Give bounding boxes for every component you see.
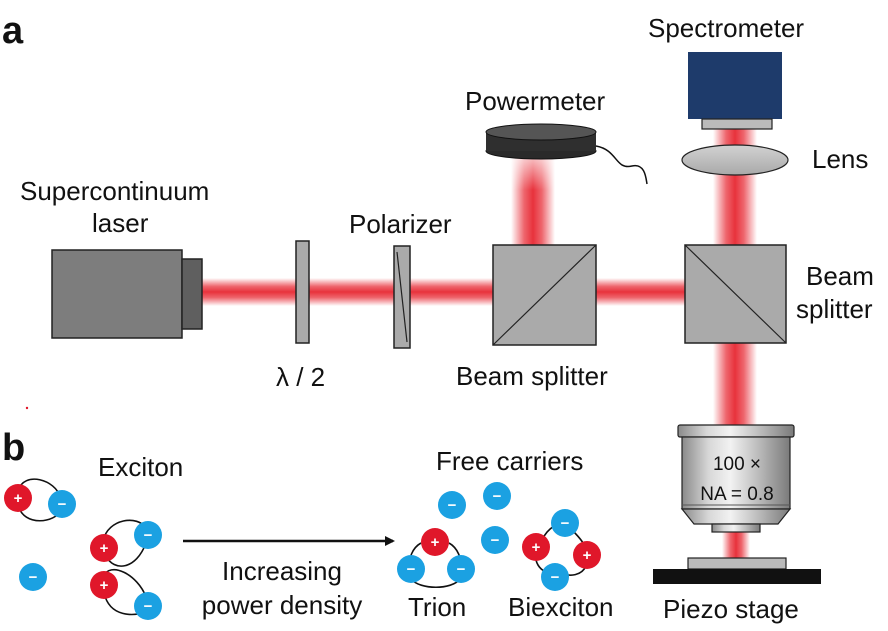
electron-sign: − bbox=[144, 527, 153, 544]
trion-label: Trion bbox=[408, 592, 466, 622]
electron-sign: − bbox=[493, 488, 502, 505]
electron-sign: − bbox=[448, 497, 457, 514]
hole-particle bbox=[522, 533, 550, 561]
lens-label: Lens bbox=[812, 144, 868, 174]
electron-sign: − bbox=[407, 561, 416, 578]
beam-splitter-1-label: Beam splitter bbox=[456, 361, 608, 391]
hole-particle bbox=[4, 484, 32, 512]
beam-splitter-2 bbox=[684, 244, 787, 344]
electron-particle bbox=[134, 521, 162, 549]
electron-particle bbox=[48, 490, 76, 518]
objective bbox=[677, 424, 795, 533]
objective-na: NA = 0.8 bbox=[700, 484, 773, 505]
electron-sign: − bbox=[144, 598, 153, 615]
free-electron-particle bbox=[438, 491, 466, 519]
polarizer-label: Polarizer bbox=[349, 209, 452, 239]
free-electron-particle bbox=[19, 563, 47, 591]
beam-to-objective bbox=[713, 343, 757, 433]
hole-sign: + bbox=[14, 490, 23, 507]
supercontinuum-laser bbox=[51, 249, 203, 339]
beam-splitter-2-label-line1: Beam bbox=[806, 261, 874, 291]
piezo-stage bbox=[653, 557, 821, 584]
charge-carriers: + − + − + − − − − − + − − − + + bbox=[4, 482, 601, 620]
hole-particle bbox=[573, 541, 601, 569]
biexciton-label: Biexciton bbox=[508, 592, 614, 622]
powermeter bbox=[485, 123, 648, 185]
exciton-label: Exciton bbox=[98, 452, 183, 482]
electron-particle bbox=[541, 563, 569, 591]
laser-label-line2: laser bbox=[92, 208, 149, 238]
electron-sign: − bbox=[29, 569, 38, 586]
electron-sign: − bbox=[551, 569, 560, 586]
piezo-stage-label: Piezo stage bbox=[663, 594, 799, 624]
hole-particle bbox=[421, 528, 449, 556]
half-wave-plate bbox=[295, 240, 310, 344]
hole-particle bbox=[90, 534, 118, 562]
beam-splitter-1 bbox=[492, 244, 597, 346]
arrow-label-line2: power density bbox=[202, 590, 362, 620]
free-carriers-label: Free carriers bbox=[436, 446, 583, 476]
electron-particle bbox=[551, 509, 579, 537]
electron-sign: − bbox=[457, 561, 466, 578]
polarizer bbox=[393, 245, 411, 349]
lens bbox=[681, 144, 789, 176]
hole-sign: + bbox=[583, 547, 592, 564]
free-electron-particle bbox=[481, 526, 509, 554]
beam-horizontal bbox=[200, 278, 740, 306]
electron-particle bbox=[447, 555, 475, 583]
spectrometer-label: Spectrometer bbox=[648, 13, 804, 43]
arrow-label-line1: Increasing bbox=[222, 556, 342, 586]
beam-splitter-2-label-line2: splitter bbox=[796, 294, 873, 324]
panel-label-b: b bbox=[2, 427, 25, 469]
hole-particle bbox=[90, 571, 118, 599]
powermeter-label: Powermeter bbox=[465, 86, 605, 116]
free-electron-particle bbox=[483, 482, 511, 510]
laser-beams bbox=[200, 128, 757, 560]
laser-label-line1: Supercontinuum bbox=[20, 176, 209, 206]
electron-particle bbox=[397, 555, 425, 583]
objective-magnification: 100 × bbox=[713, 454, 761, 475]
electron-sign: − bbox=[561, 515, 570, 532]
hole-sign: + bbox=[431, 534, 440, 551]
electron-sign: − bbox=[491, 532, 500, 549]
electron-particle bbox=[134, 592, 162, 620]
half-wave-label: λ / 2 bbox=[276, 362, 325, 392]
hole-sign: + bbox=[100, 540, 109, 557]
electron-sign: − bbox=[58, 496, 67, 513]
hole-sign: + bbox=[532, 539, 541, 556]
panel-label-a: a bbox=[2, 10, 24, 52]
beam-to-sample bbox=[722, 530, 750, 560]
hole-sign: + bbox=[100, 577, 109, 594]
spectrometer bbox=[688, 52, 782, 130]
stray-mark bbox=[25, 406, 29, 410]
